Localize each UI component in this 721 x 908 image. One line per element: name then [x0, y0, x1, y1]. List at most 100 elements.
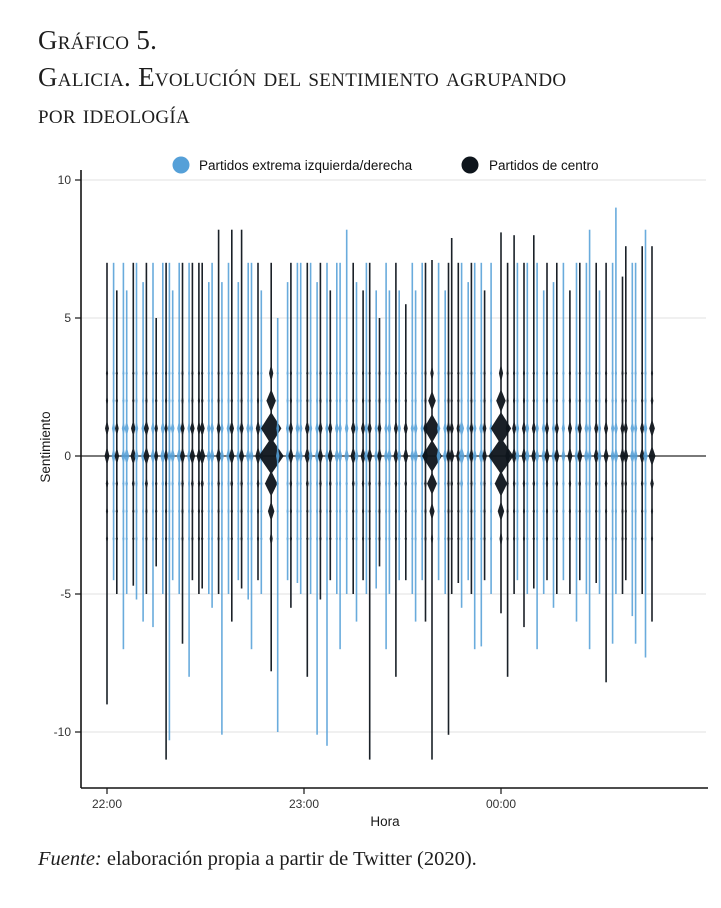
violin-bulge: [211, 506, 214, 517]
violin-bulge: [365, 477, 368, 490]
violin-bulge: [595, 534, 598, 544]
violin-bulge: [411, 395, 414, 407]
violin-bulge: [339, 395, 342, 407]
violin-bulge: [288, 420, 293, 437]
violin-bulge: [368, 395, 371, 407]
violin-bulge: [624, 506, 627, 517]
violin-bulge: [411, 477, 414, 490]
violin-bulge: [544, 420, 549, 437]
violin-bulge: [362, 534, 365, 544]
violin-bulge: [578, 534, 581, 544]
violin-bulge: [216, 420, 221, 437]
violin-bulge: [385, 506, 388, 517]
violin-bulge: [327, 446, 333, 466]
violin-bulge: [378, 477, 381, 490]
violin-bulge: [197, 395, 200, 407]
violin-bulge: [584, 447, 589, 465]
violin-bulge: [256, 368, 260, 378]
violin-bulge: [490, 506, 493, 517]
violin-bulge: [541, 420, 546, 437]
violin-bulge: [532, 506, 535, 517]
violin-bulge: [420, 420, 424, 437]
violin-bulge: [121, 447, 126, 465]
violin-bulge: [105, 534, 109, 544]
violin-bulge: [614, 534, 617, 544]
violin-bulge: [447, 395, 450, 407]
violin-bulge: [490, 412, 512, 445]
violin-bulge: [427, 472, 437, 495]
violin-bulge: [410, 447, 415, 465]
violin-bulge: [552, 477, 555, 490]
violin-bulge: [414, 506, 417, 517]
violin-bulge: [515, 447, 520, 465]
violin-2226-cen: [189, 262, 196, 581]
violin-bulge: [623, 420, 628, 437]
violin-bulge: [180, 420, 185, 437]
violin-bulge: [624, 477, 627, 491]
violin-bulge: [171, 395, 174, 407]
y-tick-label--5: -5: [60, 587, 71, 601]
violin-bulge: [375, 506, 378, 517]
violin-bulge: [603, 446, 609, 466]
violin-bulge: [191, 394, 194, 407]
violin-bulge: [595, 477, 598, 491]
violin-bulge: [450, 477, 453, 491]
violin-bulge: [339, 477, 342, 490]
violin-bulge: [506, 477, 509, 490]
violin-bulge: [384, 420, 388, 437]
violin-bulge: [296, 534, 299, 544]
violin-bulge: [314, 447, 320, 465]
violin-0011-ext: [535, 262, 540, 650]
violin-bulge: [374, 447, 379, 465]
violin-bulge: [467, 534, 470, 543]
violin-bulge: [562, 477, 565, 490]
violin-bulge: [319, 477, 322, 491]
violin-bulge: [325, 395, 329, 407]
violin-bulge: [286, 506, 289, 517]
violin-bulge: [506, 395, 509, 407]
violin-bulge: [614, 506, 617, 517]
violin-bulge: [168, 477, 171, 490]
violin-bulge: [360, 446, 366, 466]
violin-bulge: [329, 477, 332, 491]
violin-bulge: [497, 501, 505, 522]
violin-bulge: [522, 534, 526, 544]
violin-bulge: [352, 394, 355, 407]
violin-bulge: [634, 506, 637, 517]
violin-bulge: [641, 506, 644, 517]
violin-bulge: [299, 477, 302, 490]
violin-2318-cen: [360, 290, 366, 581]
violin-bulge: [496, 389, 506, 413]
violin-bulge: [160, 446, 166, 466]
violin-bulge: [541, 447, 546, 465]
violin-bulge: [634, 477, 637, 490]
violin-bulge: [457, 534, 460, 544]
violin-bulge: [639, 446, 645, 466]
violin-bulge: [207, 395, 210, 407]
violin-bulge: [542, 534, 545, 544]
source-text: elaboración propia a partir de Twitter (…: [101, 848, 477, 870]
violin-bulge: [344, 447, 349, 465]
violin-bulge: [414, 395, 417, 407]
violin-bulge: [188, 395, 191, 407]
violin-bulge: [256, 534, 260, 544]
violin-bulge: [575, 368, 578, 378]
violin-bulge: [614, 420, 618, 437]
violin-2241-cen: [239, 229, 245, 589]
violin-bulge: [621, 395, 624, 407]
violin-bulge: [388, 506, 391, 517]
violin-bulge: [227, 477, 230, 490]
violin-bulge: [325, 534, 329, 543]
violin-bulge: [298, 447, 303, 465]
violin-bulge: [187, 447, 192, 465]
violin-bulge: [161, 506, 164, 517]
violin-bulge: [362, 368, 365, 378]
violin-bulge: [404, 534, 407, 544]
violin-bulge: [306, 505, 309, 517]
violin-bulge: [575, 395, 578, 407]
violin-bulge: [227, 395, 230, 407]
violin-2240-ext: [236, 282, 241, 581]
violin-bulge: [467, 368, 470, 378]
legend: Partidos extrema izquierda/derecha Parti…: [172, 156, 599, 174]
